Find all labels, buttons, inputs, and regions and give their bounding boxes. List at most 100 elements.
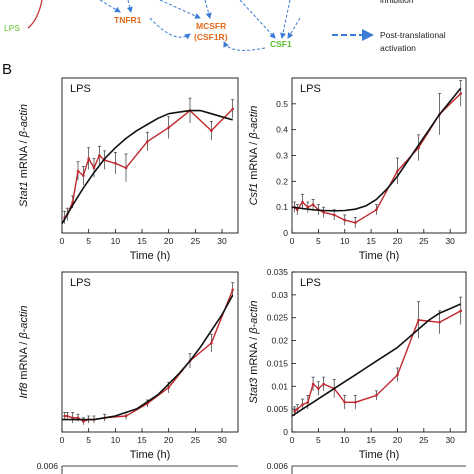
data-point (146, 140, 149, 143)
x-tick-label: 15 (137, 435, 147, 445)
data-point (343, 218, 347, 222)
activation-arrow (280, 0, 291, 39)
y-axis-title: Stat1 mRNA / β-actin (18, 104, 30, 207)
data-point (343, 400, 347, 404)
y-tick-label: 0.035 (267, 267, 289, 277)
x-axis-title: Time (h) (130, 250, 171, 262)
y-axis-gene: Csf1 (248, 183, 260, 206)
x-tick-label: 30 (217, 236, 227, 246)
section-label: B (2, 61, 12, 78)
data-point (293, 410, 296, 413)
partial-panel-right: 0.006 (267, 461, 466, 474)
y-tick-label: 0.015 (267, 358, 289, 368)
y-axis-norm: β-actin (18, 104, 30, 138)
x-tick-label: 15 (366, 236, 376, 246)
y-axis-gene: Stat3 (248, 377, 260, 404)
data-line (64, 108, 234, 218)
panel-condition-label: LPS (300, 83, 321, 95)
activation-arrow (149, 17, 191, 40)
y-tick-label: 0.01 (271, 381, 288, 391)
chart-panel-irf8: 0 5 10 15 20 25 30 Time (h) Irf8 mRNA / β-actin L… (18, 271, 239, 461)
y-tick-label: 0.025 (267, 313, 289, 323)
x-tick-label: 10 (340, 236, 350, 246)
data-point (396, 169, 399, 173)
data-point (306, 205, 310, 209)
fit-line (291, 87, 462, 212)
x-tick-label: 25 (191, 236, 201, 246)
x-tick-label: 5 (316, 435, 321, 445)
tnfr1-node: TNFR1 (114, 15, 142, 25)
data-point (124, 166, 128, 170)
chart-panel-csf1: 0 5 10 15 20 25 30 0 0.1 0.2 0.3 0.4 0.5 Time (h) Csf1… (248, 77, 467, 262)
y-axis-mid: mRNA / (18, 137, 30, 181)
partial-ytick-label: 0.006 (37, 461, 59, 471)
lps-node: LPS (4, 23, 20, 33)
x-axis-title: Time (h) (130, 449, 171, 461)
x-axis-title: Time (h) (359, 449, 400, 461)
legend-activation-label-1: Post-translational (380, 30, 446, 40)
fit-line (61, 109, 233, 225)
y-axis-mid: mRNA / (248, 139, 260, 183)
x-tick-label: 0 (290, 236, 295, 246)
y-tick-label: 0.5 (276, 99, 288, 109)
activation-arrow (159, 0, 201, 19)
x-tick-label: 5 (316, 236, 321, 246)
y-axis-mid: mRNA / (248, 334, 260, 378)
x-tick-label: 30 (445, 236, 455, 246)
data-point (63, 414, 66, 418)
activation-arrow (99, 0, 121, 13)
data-point (98, 154, 101, 157)
y-tick-label: 0.005 (267, 404, 289, 414)
activation-arrow (204, 0, 212, 19)
data-point (301, 200, 304, 204)
data-point (295, 208, 299, 212)
x-tick-label: 15 (366, 435, 376, 445)
x-tick-label: 25 (419, 236, 429, 246)
data-point (459, 92, 463, 95)
y-tick-label: 0.03 (271, 290, 288, 300)
plot-frame (61, 271, 239, 433)
plot-frame (61, 77, 239, 234)
data-point (353, 400, 357, 404)
y-axis-title: Irf8 mRNA / β-actin (18, 305, 30, 398)
panel-condition-label: LPS (70, 83, 91, 95)
x-tick-label: 10 (111, 236, 121, 246)
data-point (332, 213, 336, 217)
data-point (167, 126, 170, 129)
x-tick-label: 5 (86, 236, 91, 246)
y-tick-label: 0.02 (271, 336, 288, 346)
x-tick-label: 0 (290, 435, 295, 445)
fit-line (291, 303, 462, 417)
data-point (317, 387, 320, 390)
chart-panel-stat3: 0 5 10 15 20 25 30 0 0.005 0.01 0.015 0.02 0.025 0.03… (248, 267, 467, 461)
data-point (87, 157, 90, 160)
y-axis-norm: β-actin (248, 106, 260, 140)
y-axis-title: Csf1 mRNA / β-actin (248, 106, 260, 206)
lps-arc (27, 0, 43, 29)
data-point (417, 318, 420, 322)
activation-arrows (99, 0, 301, 51)
pathway-diagram: LPS TNFR1 MCSFR (CSF1R) CSF1 inhibition … (4, 0, 446, 53)
data-point (71, 416, 74, 420)
data-point (124, 414, 128, 418)
x-tick-label: 20 (164, 236, 174, 246)
data-point (459, 309, 463, 313)
y-tick-label: 0 (283, 228, 288, 238)
data-point (438, 320, 441, 324)
legend-inhibition-label: inhibition (380, 0, 414, 5)
data-point (301, 403, 304, 406)
data-point (114, 161, 117, 165)
y-axis-norm: β-actin (248, 301, 260, 335)
data-point (396, 373, 399, 377)
y-tick-label: 0.4 (276, 125, 288, 135)
panel-condition-label: LPS (70, 277, 91, 289)
data-point (231, 288, 234, 292)
chart-panel-stat1: 0 5 10 15 20 25 30 Time (h) Stat1 mRNA / β-actin… (18, 77, 239, 262)
data-point (311, 382, 315, 386)
activation-arrow (239, 0, 276, 39)
charts-container: 0 5 10 15 20 25 30 Time (h) Stat1 mRNA / β-actin… (18, 77, 467, 461)
legend-activation-label-2: activation (380, 43, 416, 53)
x-tick-label: 25 (191, 435, 201, 445)
fit-line (62, 294, 234, 421)
data-point (322, 211, 325, 214)
